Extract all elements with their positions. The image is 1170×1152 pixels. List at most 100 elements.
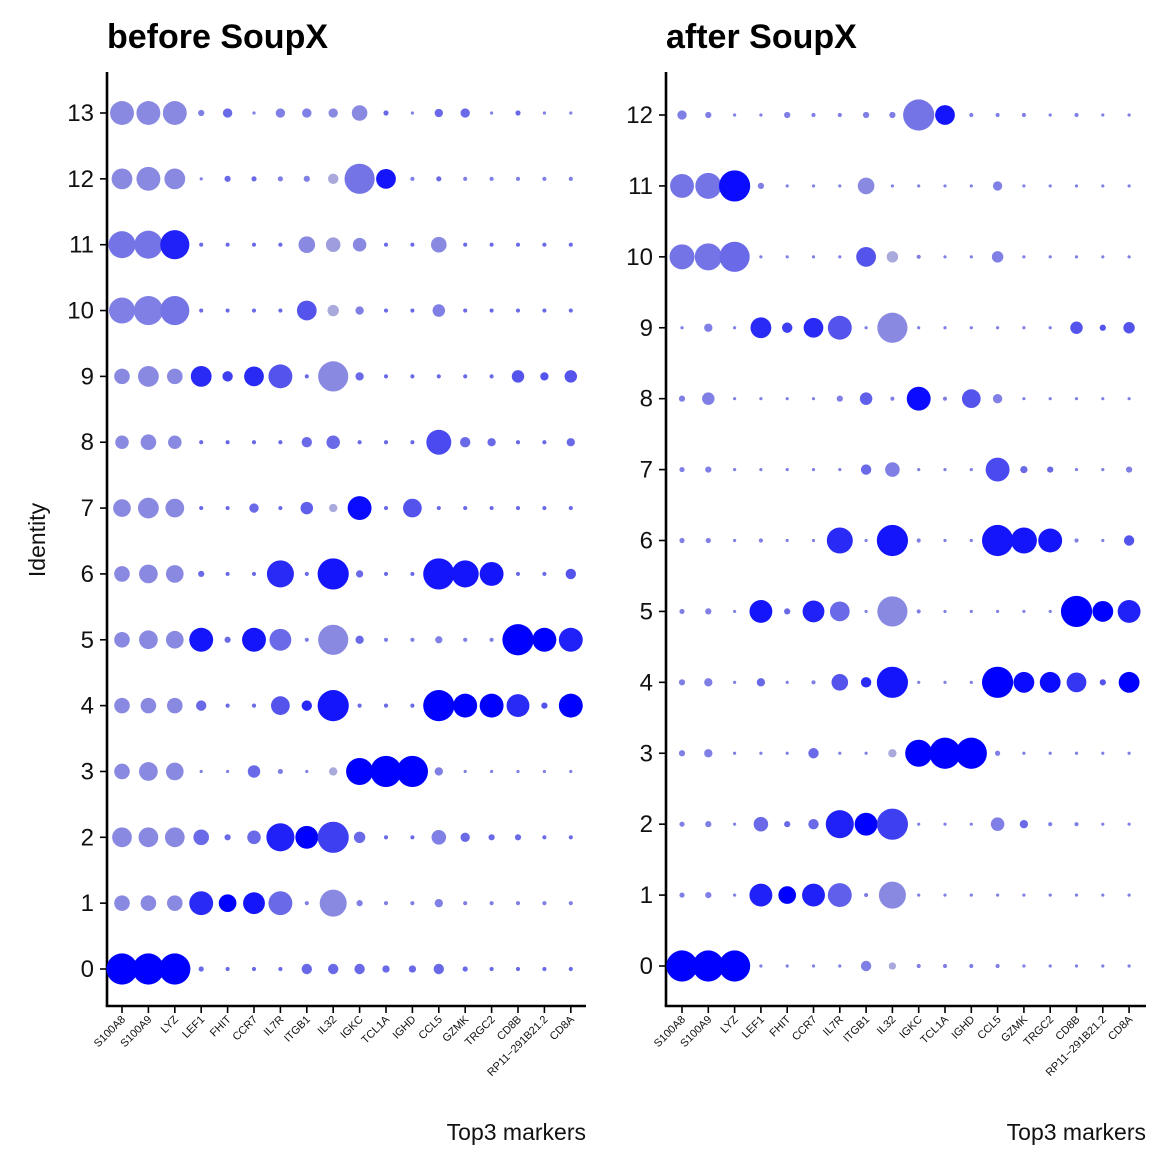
dot-S100A9-id11: [695, 172, 722, 199]
dot-CCL5-id6: [423, 558, 455, 590]
dot-GZMK-id1: [1022, 893, 1026, 897]
x-tick-label: ITGB1: [282, 1014, 313, 1045]
dot-LEF1-id10: [759, 255, 763, 259]
dot-IGKC-id12: [344, 163, 375, 194]
dot-TCL1A-id7: [383, 505, 389, 511]
dot-CD8B-id0: [515, 966, 521, 972]
dot-GZMK-id5: [1022, 609, 1026, 614]
dot-FHIT-id7: [225, 505, 230, 511]
dot-S100A9-id4: [140, 697, 157, 714]
dot-IGHD-id9: [410, 374, 415, 379]
dot-ITGB1-id3: [305, 769, 309, 774]
dot-CD8B-id1: [1074, 893, 1079, 897]
dot-S100A9-id7: [138, 497, 159, 519]
dot-S100A9-id3: [139, 762, 158, 781]
dot-RP11−291B21.2-id10: [542, 308, 547, 313]
dot-LEF1-id11: [757, 182, 765, 190]
dot-FHIT-id5: [784, 608, 791, 615]
dot-IL7R-id11: [838, 184, 842, 188]
dot-IL7R-id2: [266, 823, 295, 852]
dot-CD8B-id10: [1074, 255, 1079, 259]
dot-CD8A-id8: [1127, 397, 1131, 401]
y-tick-label: 11: [69, 232, 94, 259]
dot-TCL1A-id6: [943, 538, 947, 543]
dot-LYZ-id5: [733, 609, 737, 614]
dot-S100A9-id11: [134, 230, 163, 259]
dot-TRGC2-id2: [488, 834, 495, 841]
dot-FHIT-id8: [225, 440, 230, 445]
dot-IGHD-id7: [403, 498, 422, 518]
dot-S100A9-id9: [138, 365, 159, 387]
dot-IGKC-id8: [357, 440, 362, 445]
dot-RP11−291B21.2-id2: [1101, 822, 1105, 826]
dot-S100A9-id6: [705, 537, 711, 544]
dot-LEF1-id11: [199, 242, 204, 247]
dot-GZMK-id13: [460, 108, 470, 118]
dot-CD8A-id4: [1118, 671, 1140, 693]
dot-LYZ-id4: [167, 697, 183, 714]
dot-TCL1A-id8: [383, 440, 389, 445]
dot-CCL5-id1: [996, 893, 1000, 897]
dot-RP11−291B21.2-id6: [542, 571, 547, 577]
dot-CD8B-id7: [515, 505, 521, 511]
dot-IL7R-id11: [278, 242, 283, 247]
dot-FHIT-id3: [785, 751, 789, 755]
dot-IGKC-id5: [916, 609, 921, 614]
dot-S100A8-id5: [114, 631, 130, 648]
dot-ITGB1-id4: [301, 700, 312, 711]
dot-GZMK-id0: [1022, 964, 1026, 968]
x-tick-label: IL32: [875, 1014, 899, 1038]
dot-S100A8-id5: [679, 608, 685, 615]
dot-GZMK-id4: [1013, 671, 1035, 693]
dot-TCL1A-id5: [943, 609, 947, 614]
dot-TRGC2-id2: [1048, 822, 1053, 827]
dot-ITGB1-id11: [298, 236, 316, 254]
dot-CCL5-id8: [992, 393, 1003, 404]
y-tick-label: 8: [640, 386, 653, 413]
dot-CCR7-id12: [251, 176, 257, 182]
y-tick-label: 10: [67, 298, 94, 325]
dot-CD8A-id0: [1127, 964, 1131, 968]
y-tick-label: 4: [81, 693, 94, 720]
dot-CCR7-id2: [247, 830, 261, 845]
y-tick-label: 13: [67, 100, 94, 127]
dot-TCL1A-id13: [383, 110, 389, 116]
dot-ITGB1-id4: [860, 677, 872, 688]
dot-CCR7-id6: [251, 571, 257, 577]
dot-CD8B-id1: [515, 901, 521, 906]
dot-CCL5-id1: [434, 898, 443, 908]
dot-TRGC2-id7: [1047, 466, 1054, 473]
dot-S100A8-id1: [114, 895, 130, 911]
dot-IGHD-id10: [969, 255, 973, 259]
dot-IGHD-id5: [969, 609, 973, 614]
dot-CD8B-id4: [1066, 672, 1087, 693]
dot-TRGC2-id5: [1048, 609, 1052, 614]
dot-CCR7-id11: [251, 242, 257, 247]
dot-CCL5-id10: [991, 251, 1004, 263]
dot-S100A9-id5: [139, 630, 158, 650]
dot-IGKC-id7: [917, 467, 921, 472]
dot-IGKC-id2: [917, 822, 921, 826]
dot-TRGC2-id1: [489, 901, 494, 906]
dot-S100A8-id4: [678, 679, 686, 686]
dot-ITGB1-id0: [860, 960, 872, 972]
dot-S100A9-id2: [705, 821, 712, 828]
dot-ITGB1-id9: [304, 374, 309, 379]
dot-ITGB1-id7: [300, 501, 314, 515]
dot-TCL1A-id10: [383, 308, 389, 313]
x-tick-label: LEF1: [180, 1014, 207, 1041]
dot-IGHD-id4: [410, 703, 415, 708]
dot-CCR7-id2: [808, 818, 819, 830]
dot-CCR7-id0: [251, 966, 257, 972]
dot-CD8A-id12: [568, 176, 573, 181]
dot-RP11−291B21.2-id8: [1101, 397, 1105, 401]
dot-TRGC2-id10: [489, 308, 494, 313]
dot-CCL5-id7: [985, 457, 1010, 482]
dot-ITGB1-id0: [301, 963, 312, 975]
dot-IGHD-id10: [410, 308, 415, 313]
y-tick-label: 9: [81, 363, 94, 390]
dot-CCL5-id10: [432, 304, 446, 317]
dot-CD8A-id10: [1127, 255, 1131, 259]
dot-CD8B-id6: [515, 571, 521, 577]
y-tick-label: 0: [640, 953, 653, 980]
